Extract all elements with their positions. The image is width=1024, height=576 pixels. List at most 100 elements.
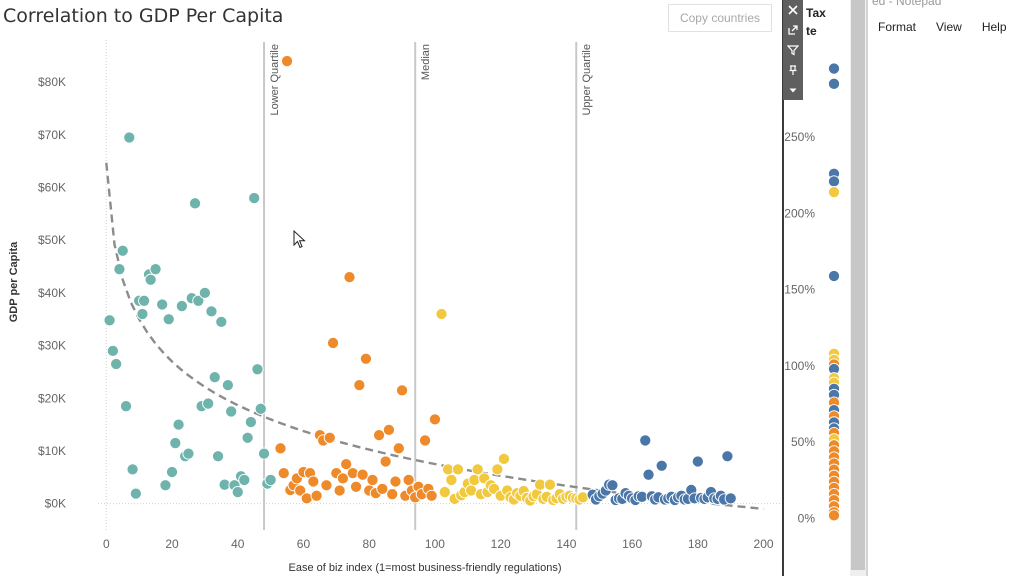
data-point-q1[interactable] xyxy=(198,286,211,299)
data-point-q2[interactable] xyxy=(280,55,294,68)
data-point-q1[interactable] xyxy=(144,273,157,286)
data-point-q2[interactable] xyxy=(350,480,363,493)
data-point-q1[interactable] xyxy=(241,431,254,444)
data-point-q4[interactable] xyxy=(724,492,737,505)
data-point-q1[interactable] xyxy=(119,400,133,413)
data-point-q1[interactable] xyxy=(254,402,267,415)
data-point-q1[interactable] xyxy=(231,486,244,499)
data-point-q1[interactable] xyxy=(211,450,225,463)
data-point-q4[interactable] xyxy=(721,450,734,463)
data-point-q2[interactable] xyxy=(376,482,389,495)
data-point-q1[interactable] xyxy=(162,313,175,326)
data-point-q1[interactable] xyxy=(264,473,277,486)
data-point-q1[interactable] xyxy=(257,447,271,460)
data-point-q1[interactable] xyxy=(126,463,139,476)
tax-rate-point[interactable] xyxy=(827,175,841,188)
close-icon[interactable] xyxy=(783,0,803,20)
side-scrollbar-thumb[interactable] xyxy=(851,0,865,570)
data-point-q2[interactable] xyxy=(396,384,409,397)
data-point-q2[interactable] xyxy=(419,434,432,447)
data-point-q3[interactable] xyxy=(491,463,504,476)
data-point-q2[interactable] xyxy=(366,473,379,486)
data-point-q3[interactable] xyxy=(435,307,448,321)
data-point-q1[interactable] xyxy=(188,197,202,210)
filter-icon[interactable] xyxy=(783,40,803,60)
data-point-q4[interactable] xyxy=(691,455,704,468)
data-point-q1[interactable] xyxy=(208,371,221,384)
data-point-q1[interactable] xyxy=(221,379,234,392)
data-point-q2[interactable] xyxy=(402,473,415,486)
data-point-q1[interactable] xyxy=(136,307,149,321)
data-point-q1[interactable] xyxy=(251,363,264,376)
data-point-q3[interactable] xyxy=(543,478,557,491)
data-point-q1[interactable] xyxy=(106,344,119,357)
pin-icon[interactable] xyxy=(783,60,803,80)
menu-help[interactable]: Help xyxy=(981,20,1007,34)
data-point-q1[interactable] xyxy=(123,131,136,144)
data-point-q2[interactable] xyxy=(294,484,307,497)
data-point-q4[interactable] xyxy=(655,459,668,472)
data-point-q1[interactable] xyxy=(244,415,257,429)
data-point-q2[interactable] xyxy=(323,431,336,444)
data-point-q1[interactable] xyxy=(175,300,188,313)
dropdown-icon[interactable] xyxy=(783,80,803,100)
data-point-q1[interactable] xyxy=(172,418,185,431)
data-point-q2[interactable] xyxy=(356,468,369,481)
data-point-q1[interactable] xyxy=(225,405,238,418)
data-point-q2[interactable] xyxy=(333,484,346,497)
data-point-q2[interactable] xyxy=(359,352,372,365)
data-point-q1[interactable] xyxy=(110,357,123,371)
data-point-q1[interactable] xyxy=(116,244,129,257)
menu-view[interactable]: View xyxy=(936,20,962,34)
data-point-q2[interactable] xyxy=(428,413,441,426)
data-point-q1[interactable] xyxy=(159,479,172,492)
tax-rate-point[interactable] xyxy=(827,269,841,283)
data-point-q2[interactable] xyxy=(343,271,356,284)
data-point-q2[interactable] xyxy=(336,472,349,485)
data-point-q2[interactable] xyxy=(379,455,392,468)
data-point-q2[interactable] xyxy=(346,467,359,480)
data-point-q3[interactable] xyxy=(451,463,464,476)
data-point-q4[interactable] xyxy=(606,479,619,492)
data-point-q3[interactable] xyxy=(445,473,458,486)
data-point-q1[interactable] xyxy=(113,263,126,276)
data-point-q1[interactable] xyxy=(182,447,195,460)
data-point-q3[interactable] xyxy=(497,452,510,465)
data-point-q1[interactable] xyxy=(169,437,182,450)
data-point-q1[interactable] xyxy=(103,314,116,327)
data-point-q2[interactable] xyxy=(382,423,395,436)
data-point-q2[interactable] xyxy=(307,475,320,488)
popout-icon[interactable] xyxy=(783,20,803,40)
copy-countries-button[interactable]: Copy countries xyxy=(668,4,772,32)
data-point-q4[interactable] xyxy=(639,434,652,447)
data-point-q2[interactable] xyxy=(320,479,333,492)
data-point-q2[interactable] xyxy=(389,475,402,488)
data-point-q3[interactable] xyxy=(438,486,451,499)
data-point-q2[interactable] xyxy=(310,489,323,502)
data-point-q2[interactable] xyxy=(353,379,366,392)
data-point-q2[interactable] xyxy=(274,442,287,455)
data-point-q2[interactable] xyxy=(392,442,405,455)
data-point-q1[interactable] xyxy=(165,465,179,479)
data-point-q1[interactable] xyxy=(238,473,251,486)
tax-rate-point[interactable] xyxy=(827,77,841,90)
data-point-q1[interactable] xyxy=(192,294,205,307)
data-point-q1[interactable] xyxy=(138,294,151,307)
tax-rate-point[interactable] xyxy=(827,509,841,522)
data-point-q2[interactable] xyxy=(386,488,399,501)
data-point-q1[interactable] xyxy=(202,397,215,410)
data-point-q3[interactable] xyxy=(576,491,589,504)
data-point-q2[interactable] xyxy=(327,336,340,350)
data-point-q2[interactable] xyxy=(300,492,313,505)
data-point-q1[interactable] xyxy=(215,315,228,328)
data-point-q3[interactable] xyxy=(471,463,484,476)
data-point-q1[interactable] xyxy=(156,298,169,311)
data-point-q2[interactable] xyxy=(277,467,290,480)
data-point-q1[interactable] xyxy=(248,192,261,205)
data-point-q2[interactable] xyxy=(425,489,438,502)
tax-rate-point[interactable] xyxy=(827,62,841,75)
data-point-q1[interactable] xyxy=(129,487,142,500)
data-point-q1[interactable] xyxy=(149,263,162,276)
data-point-q2[interactable] xyxy=(340,458,353,471)
data-point-q3[interactable] xyxy=(468,473,481,486)
